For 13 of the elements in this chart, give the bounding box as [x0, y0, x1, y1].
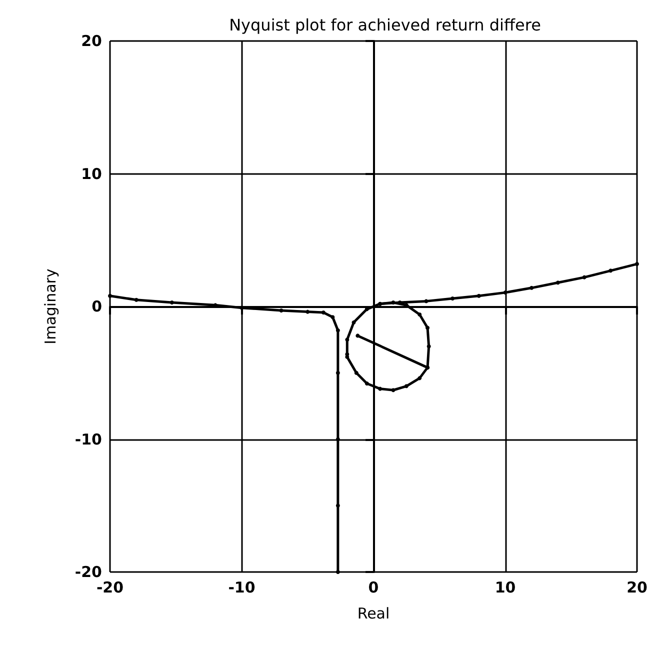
x-tick-label: -10 [228, 578, 256, 596]
y-tick-label: 20 [81, 32, 102, 50]
x-tick-label: 10 [494, 578, 516, 596]
y-tick-label: -20 [74, 563, 102, 581]
x-tick-label: -20 [96, 578, 124, 596]
x-tick-label: 20 [626, 578, 648, 596]
y-tick-label: 0 [92, 298, 102, 316]
x-axis-title: Real [357, 604, 390, 622]
y-axis-title: Imaginary [42, 268, 60, 344]
x-tick-label: 0 [368, 578, 379, 596]
y-tick-label: 10 [81, 164, 102, 183]
y-tick-label: -10 [74, 430, 102, 448]
chart-title: Nyquist plot for achieved return differe [229, 16, 541, 34]
